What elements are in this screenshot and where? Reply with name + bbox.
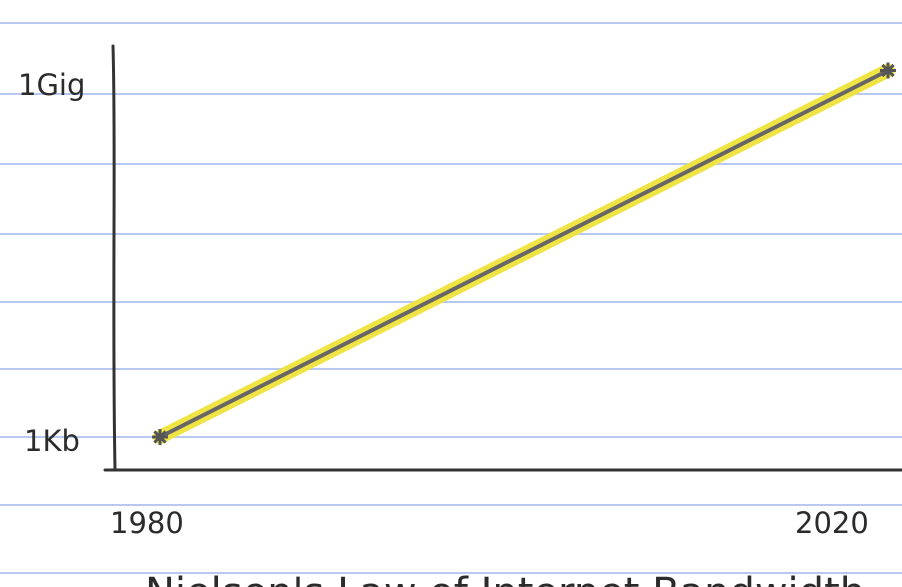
series-line (158, 68, 890, 439)
notebook-ruled-lines (0, 22, 902, 574)
x-tick-label-1980: 1980 (110, 506, 184, 540)
y-tick-label-1kb: 1Kb (24, 424, 80, 458)
y-axis (111, 44, 117, 472)
chart-title: Nielsen's Law of Internet Bandwidth (145, 570, 865, 587)
x-axis (103, 467, 902, 473)
data-point-1980 (152, 429, 168, 445)
data-point-2020 (880, 62, 896, 79)
y-tick-label-1gig: 1Gig (18, 68, 85, 102)
x-tick-label-2020: 2020 (795, 506, 869, 540)
